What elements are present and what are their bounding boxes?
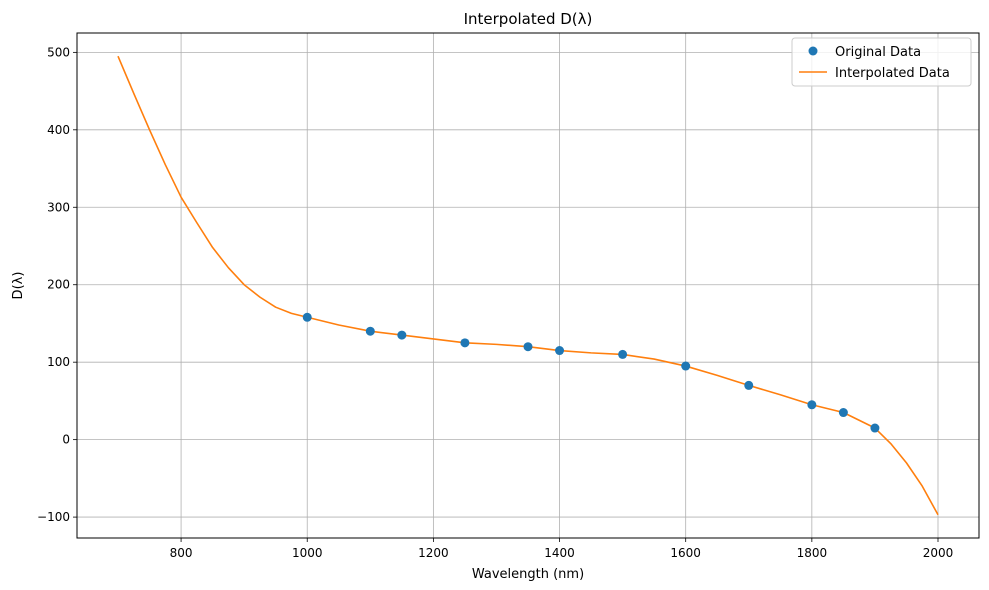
x-tick-label: 800: [170, 546, 193, 560]
data-point: [807, 400, 817, 410]
data-point: [870, 423, 880, 433]
data-point: [460, 338, 470, 348]
legend-box: [791, 37, 972, 87]
y-tick-label: 100: [47, 355, 70, 369]
y-axis-label: D(λ): [11, 272, 26, 300]
data-point: [302, 312, 312, 322]
x-tick-label: 2000: [923, 546, 954, 560]
x-axis-ticks: 800 1000 1200 1400 1600 1800 2000: [170, 538, 954, 560]
data-point: [681, 361, 691, 371]
data-point: [618, 349, 628, 359]
y-tick-label: 300: [47, 200, 70, 214]
data-point: [365, 326, 375, 336]
legend: Original Data Interpolated Data: [791, 37, 972, 87]
chart-title: Interpolated D(λ): [464, 10, 593, 28]
data-point: [523, 342, 533, 352]
legend-label-original-data: Original Data: [835, 45, 921, 60]
plot-frame: [76, 32, 980, 539]
x-axis-label: Wavelength (nm): [472, 567, 584, 582]
data-point: [397, 330, 407, 340]
data-point: [838, 408, 848, 418]
original-data-series: [302, 312, 880, 433]
y-tick-label: −100: [37, 510, 70, 524]
x-tick-label: 1400: [544, 546, 575, 560]
data-point: [555, 346, 565, 356]
x-tick-label: 1200: [418, 546, 449, 560]
legend-marker-original-data: [808, 46, 818, 56]
y-tick-label: 0: [62, 433, 70, 447]
y-axis-ticks: −100 0 100 200 300 400 500: [37, 45, 77, 524]
x-tick-label: 1800: [797, 546, 828, 560]
x-tick-label: 1000: [292, 546, 323, 560]
y-tick-label: 400: [47, 123, 70, 137]
y-tick-label: 500: [47, 45, 70, 59]
y-tick-label: 200: [47, 278, 70, 292]
x-tick-label: 1600: [670, 546, 701, 560]
data-point: [744, 380, 754, 390]
legend-label-interpolated-data: Interpolated Data: [835, 66, 950, 81]
